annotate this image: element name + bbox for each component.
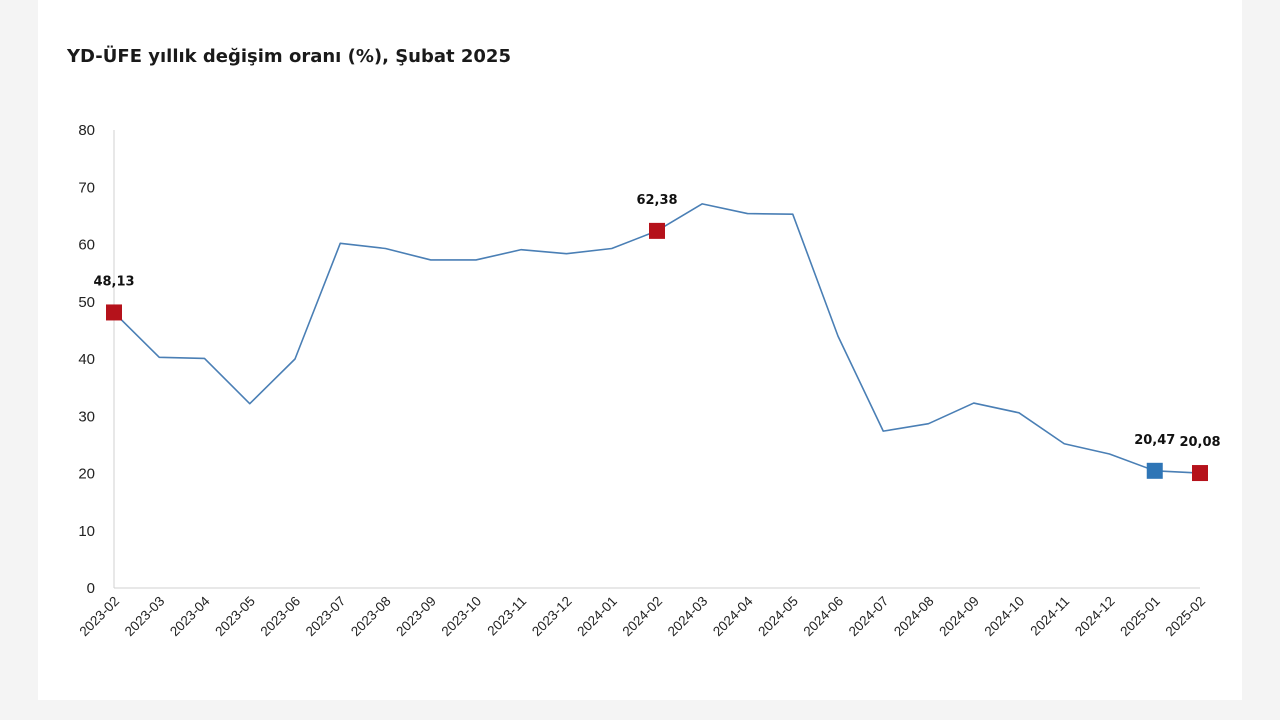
series-line — [113, 203, 1201, 474]
data-point-marker — [106, 304, 122, 321]
x-tick-label: 2024-11 — [1027, 594, 1072, 639]
data-label: 48,13 — [93, 274, 134, 289]
x-tick-label: 2023-04 — [167, 593, 213, 639]
data-point-marker — [1146, 462, 1163, 479]
y-tick-label: 40 — [78, 351, 95, 368]
data-labels: 48,13 62,38 20,47 20,08 — [93, 193, 1220, 450]
x-tick-label: 2023-12 — [529, 594, 575, 640]
x-axis-ticks: 2023-02 2023-03 2023-04 2023-05 2023-06 2023-… — [76, 593, 1208, 639]
x-tick-label: 2024-12 — [1072, 594, 1118, 640]
x-tick-label: 2024-08 — [891, 594, 937, 640]
highlight-markers — [106, 222, 1208, 482]
y-tick-label: 60 — [78, 237, 95, 254]
y-tick-label: 30 — [78, 408, 95, 425]
x-tick-label: 2024-10 — [981, 594, 1027, 640]
x-tick-label: 2024-06 — [800, 594, 846, 640]
x-tick-label: 2023-11 — [484, 594, 529, 639]
x-tick-label: 2024-05 — [755, 594, 801, 640]
y-tick-label: 20 — [78, 466, 95, 483]
x-tick-label: 2023-02 — [76, 594, 122, 640]
chart-panel — [38, 0, 1242, 700]
x-tick-label: 2025-01 — [1117, 594, 1163, 640]
x-tick-label: 2024-02 — [619, 594, 665, 640]
x-tick-label: 2024-07 — [846, 594, 892, 640]
x-tick-label: 2023-05 — [212, 594, 258, 640]
x-tick-label: 2023-08 — [348, 594, 394, 640]
x-tick-label: 2025-02 — [1162, 594, 1208, 640]
y-tick-label: 80 — [78, 122, 95, 139]
y-axis-ticks: 0 10 20 30 40 50 60 70 80 — [78, 122, 95, 597]
y-tick-label: 50 — [78, 294, 95, 311]
x-tick-label: 2023-06 — [257, 594, 303, 640]
data-point-marker — [649, 222, 665, 239]
data-point-marker — [1192, 465, 1208, 482]
y-tick-label: 70 — [78, 179, 95, 196]
x-tick-label: 2024-09 — [936, 594, 982, 640]
x-tick-label: 2023-03 — [122, 594, 168, 640]
series-lines — [113, 203, 1201, 474]
axes — [113, 130, 1200, 589]
x-tick-label: 2023-09 — [393, 594, 439, 640]
y-tick-label: 10 — [78, 523, 95, 540]
data-label: 20,47 — [1134, 433, 1175, 448]
x-tick-label: 2024-04 — [710, 593, 756, 639]
x-tick-label: 2024-01 — [574, 594, 620, 640]
chart-title: YD-ÜFE yıllık değişim oranı (%), Şubat 2… — [67, 46, 511, 67]
data-label: 62,38 — [636, 193, 677, 208]
y-tick-label: 0 — [87, 580, 95, 597]
data-label: 20,08 — [1179, 435, 1220, 450]
x-tick-label: 2023-10 — [438, 594, 484, 640]
x-tick-label: 2023-07 — [303, 594, 349, 640]
x-tick-label: 2024-03 — [665, 594, 711, 640]
